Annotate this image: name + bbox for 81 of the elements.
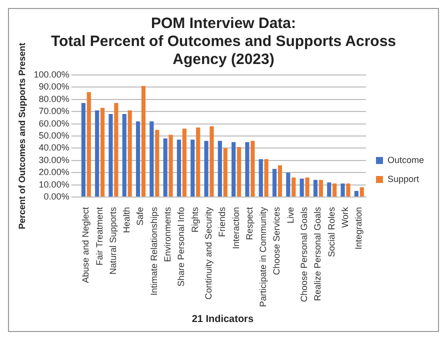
bar [141, 86, 146, 196]
bar [250, 140, 255, 196]
bar [354, 190, 358, 196]
x-tick-label: Work [340, 206, 350, 228]
x-tick-label: Continuity and Security [203, 206, 214, 300]
bar [114, 103, 118, 196]
bar [286, 172, 290, 196]
bar [204, 140, 208, 196]
y-tick-label: 30.00% [38, 154, 70, 165]
y-tick-label: 10.00% [38, 179, 70, 190]
bar [232, 142, 236, 196]
legend-label: Support [387, 174, 420, 184]
x-axis-title: 21 Indicators [192, 314, 254, 325]
bar [360, 187, 364, 196]
bar [210, 126, 214, 196]
x-tick-label: Abuse and Neglect [80, 206, 91, 284]
bar [223, 148, 228, 196]
bar [292, 177, 296, 196]
x-tick-label: Respect [244, 206, 254, 240]
bar [300, 178, 304, 196]
bar [346, 184, 350, 196]
y-tick-label: 100.00% [34, 69, 70, 80]
x-tick-label: Realize Personal Goals [312, 206, 323, 302]
bar [108, 114, 113, 196]
text: Agency (2023) [172, 51, 274, 68]
bar [168, 134, 173, 196]
x-tick-label: Friends [217, 206, 228, 237]
bar [196, 127, 200, 196]
bar [86, 92, 91, 196]
x-tick-label: Natural Supports [108, 206, 118, 275]
bar [258, 159, 263, 196]
bar [340, 184, 345, 196]
bar [264, 159, 268, 196]
bar [122, 114, 126, 196]
bar [100, 108, 105, 196]
x-tick-label: Social Roles [326, 206, 336, 257]
bar [150, 121, 154, 196]
x-tick-label: Intimate Relationships [148, 206, 159, 296]
bar [332, 184, 337, 196]
bar [327, 182, 332, 196]
x-tick-label: Fair Treatment [94, 206, 104, 266]
y-tick-label: 70.00% [38, 106, 70, 116]
bar [136, 121, 140, 196]
bar [163, 138, 168, 196]
bar [272, 168, 277, 196]
bar [176, 140, 182, 196]
bar [305, 177, 310, 196]
y-tick-label: 80.00% [38, 94, 70, 104]
bar [155, 130, 160, 196]
x-tick-label: Integration [354, 206, 364, 250]
x-tick-label: Interaction [230, 206, 241, 249]
bar [128, 110, 132, 196]
x-tick-label: Safe [135, 206, 146, 226]
bar [245, 142, 250, 196]
legend-label: Outcome [387, 154, 424, 165]
x-tick-label: Choose Personal Goals [299, 206, 310, 302]
x-tick-label: Rights [190, 206, 200, 232]
y-tick-label: 90.00% [38, 82, 70, 92]
y-tick-label: 50.00% [38, 130, 70, 140]
text: Total Percent of Outcomes and Supports Across [50, 33, 396, 50]
x-tick-label: Choose Services [272, 206, 282, 276]
y-tick-label: 20.00% [38, 167, 70, 178]
bar [278, 165, 282, 196]
bar [190, 140, 195, 196]
x-tick-label: Live [285, 206, 296, 224]
x-tick-label: Health [122, 206, 132, 233]
bar [182, 128, 186, 196]
bar [81, 103, 86, 196]
y-tick-label: 0.00% [44, 191, 70, 202]
bar [95, 110, 100, 196]
x-tick-label: Share Personal Info [176, 206, 186, 287]
y-tick-label: 60.00% [38, 118, 70, 128]
bar [318, 180, 323, 196]
bar [236, 146, 242, 196]
x-tick-label: Environments [162, 206, 173, 262]
x-tick-label: Participate in Community [258, 206, 268, 308]
y-tick-label: 40.00% [38, 142, 70, 153]
bar [313, 180, 318, 196]
bar [218, 140, 222, 196]
y-axis-title: Percent of Outcomes and Supports Present [16, 42, 27, 230]
text: POM Interview Data: [150, 15, 296, 32]
